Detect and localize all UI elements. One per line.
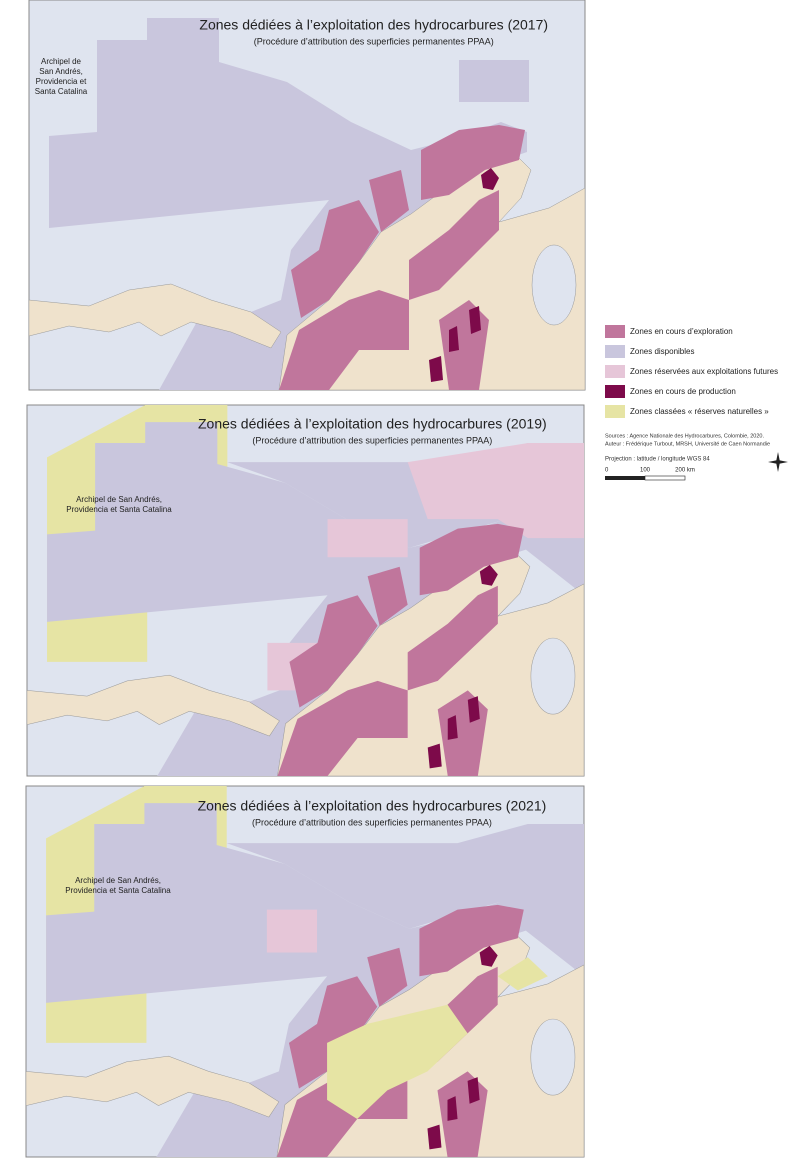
archipelago-label: Archipel de — [41, 57, 82, 66]
archipelago-label: Santa Catalina — [35, 87, 88, 96]
exploration-zone — [409, 190, 499, 300]
nature-reserve-zone — [497, 957, 548, 991]
exploration-zone — [419, 523, 524, 596]
map-content — [27, 405, 584, 777]
land — [27, 674, 280, 737]
scale-bar — [605, 476, 645, 480]
exploration-zone — [277, 680, 408, 776]
available-zone — [47, 422, 526, 776]
map-panel: Zones dédiées à l’exploitation des hydro… — [26, 404, 585, 777]
source-text: Auteur : Frédérique Turbout, MRSH, Unive… — [605, 441, 770, 447]
production-zone — [427, 1124, 442, 1150]
scale-bar — [644, 475, 686, 481]
land — [29, 283, 282, 349]
archipelago-label: San Andrés, — [39, 67, 83, 76]
reserved-zone — [266, 909, 318, 953]
exploration-zone — [289, 595, 378, 708]
archipelago-label: Archipel de San Andrés, — [75, 876, 161, 885]
available-zone — [49, 18, 527, 390]
production-zone — [469, 306, 481, 334]
nature-reserve-zone — [327, 1004, 468, 1119]
production-zone — [481, 168, 499, 190]
exploration-zone — [421, 125, 525, 200]
map-subtitle: (Procédure d’attribution des superficies… — [252, 435, 492, 445]
map-subtitle: (Procédure d’attribution des superficies… — [252, 817, 492, 827]
compass — [768, 452, 788, 472]
lake — [531, 244, 577, 326]
legend-label: Zones classées « réserves naturelles » — [630, 407, 769, 416]
legend-label: Zones disponibles — [630, 347, 694, 356]
map-content — [26, 786, 585, 1158]
production-zone — [449, 326, 459, 352]
legend-label: Zones réservées aux exploitations future… — [630, 367, 778, 376]
production-zone — [447, 1096, 458, 1121]
exploration-zone — [291, 200, 379, 318]
scale-label: 200 km — [675, 468, 695, 474]
map-content — [29, 18, 585, 390]
map-panel: Zones dédiées à l’exploitation des hydro… — [28, 0, 586, 391]
production-zone — [479, 945, 498, 967]
production-zone — [467, 696, 480, 723]
legend-swatch — [605, 325, 625, 338]
archipelago-label: Providencia et — [36, 77, 87, 86]
reserved-zone — [407, 443, 584, 539]
lake — [530, 1018, 576, 1096]
legend-swatch — [605, 385, 625, 398]
legend-swatch — [605, 345, 625, 358]
production-zone — [479, 564, 498, 586]
production-zone — [429, 356, 443, 382]
legend-swatch — [605, 365, 625, 378]
legend-label: Zones en cours de production — [630, 387, 736, 396]
map-title: Zones dédiées à l’exploitation des hydro… — [198, 798, 547, 814]
production-zone — [467, 1077, 480, 1104]
land — [26, 1055, 280, 1118]
legend-swatch — [605, 405, 625, 418]
production-zone — [427, 743, 442, 769]
scale-label: 100 — [640, 468, 651, 474]
map-panel: Zones dédiées à l’exploitation des hydro… — [25, 785, 585, 1158]
lake — [530, 637, 576, 715]
map-title: Zones dédiées à l’exploitation des hydro… — [199, 17, 548, 33]
map-title: Zones dédiées à l’exploitation des hydro… — [198, 416, 547, 432]
legend-label: Zones en cours d’exploration — [630, 327, 733, 336]
projection-text: Projection : latitude / longitude WGS 84 — [605, 457, 710, 463]
exploration-zone — [369, 170, 409, 232]
map-subtitle: (Procédure d’attribution des superficies… — [254, 36, 494, 46]
production-zone — [447, 715, 458, 740]
exploration-zone — [367, 947, 408, 1007]
reserved-zone — [327, 519, 408, 558]
exploration-zone — [407, 585, 498, 691]
source-text: Sources : Agence Nationale des Hydrocarb… — [605, 433, 764, 439]
exploration-zone — [367, 566, 408, 626]
archipelago-label: Providencia et Santa Catalina — [65, 886, 171, 895]
archipelago-label: Providencia et Santa Catalina — [66, 505, 172, 514]
exploration-zone — [288, 976, 378, 1089]
available-zone — [459, 60, 529, 102]
available-zone — [226, 824, 584, 977]
scale-label: 0 — [605, 468, 609, 474]
available-zone — [46, 803, 526, 1157]
archipelago-label: Archipel de San Andrés, — [76, 495, 162, 504]
exploration-zone — [279, 290, 409, 390]
exploration-zone — [419, 904, 524, 977]
